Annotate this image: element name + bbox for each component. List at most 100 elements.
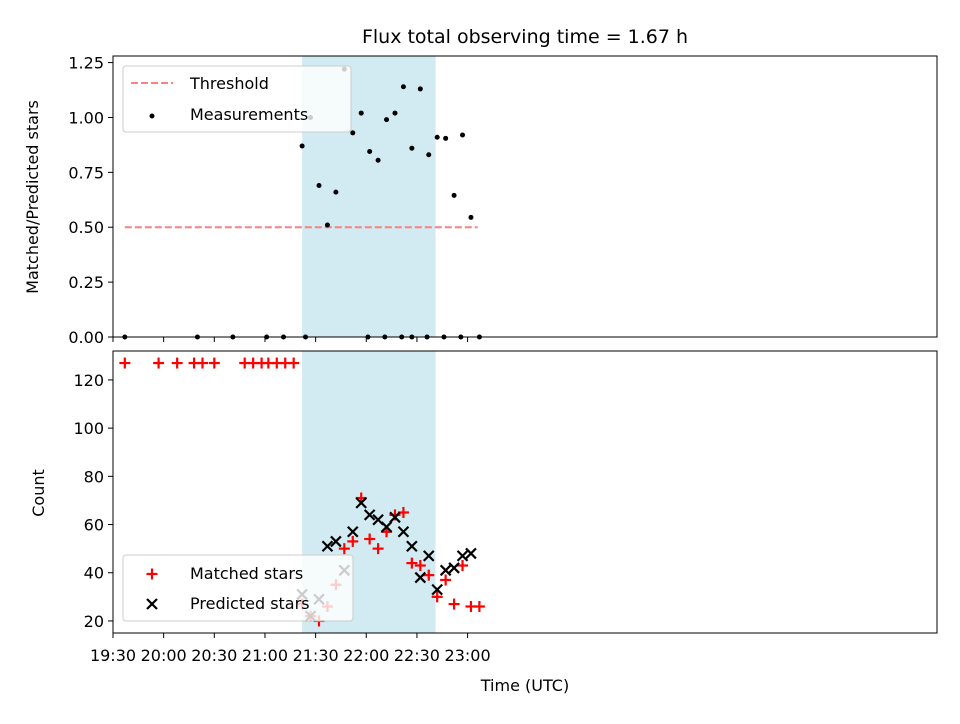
predicted-star-point-13 [406,540,418,553]
matched-star-point-5 [208,357,220,369]
matched-star-point-22 [372,543,384,555]
predicted-star-point-12-b [397,525,410,538]
bottom-ytick-label-3: 80 [84,467,104,486]
bottom-ytick-label-0: 20 [84,612,104,631]
predicted-star-point-7 [355,497,367,509]
matched-star-point-31 [448,598,460,610]
matched-star-point-34 [473,600,485,612]
matched-star-point-19 [347,535,359,547]
legend-matched-marker [146,568,158,580]
matched-star-point-21 [364,533,376,545]
measurement-point-22 [375,157,381,163]
predicted-star-point-15-b [422,550,435,562]
measurement-point-31 [451,192,457,198]
legend-measurements-label: Measurements [190,105,308,124]
matched-star-point-12 [288,357,300,369]
matched-star-point-32 [457,560,469,572]
predicted-star-point-6-b [346,525,359,538]
bottom-ytick-label-1: 40 [84,564,104,583]
top-legend: Threshold Measurements [122,65,352,133]
predicted-star-point-16 [431,583,443,596]
bottom-legend: Matched stars Predicted stars [122,554,354,622]
predicted-star-point-6 [346,525,359,538]
bottom-ytick-label-2: 60 [84,516,104,535]
measurement-point-21 [367,148,373,154]
predicted-star-point-13-b [406,540,418,553]
matched-star-point-4 [196,357,208,369]
bottom-xtick-label-3: 21:00 [242,646,288,665]
bottom-legend-box [122,554,354,622]
legend-predicted-marker-b [146,598,158,610]
predicted-star-point-10-b [380,521,393,533]
measurement-point-16 [324,222,330,228]
predicted-star-point-16-b [431,583,443,596]
predicted-star-point-14-b [414,571,427,584]
top-ytick-label-3: 0.75 [68,163,104,182]
measurement-point-25 [400,84,406,90]
predicted-star-point-19-b [456,550,469,562]
predicted-star-point-18-b [448,562,460,574]
measurement-point-26 [409,145,415,151]
predicted-star-point-20 [465,547,477,560]
predicted-star-point-3 [321,540,334,553]
measurement-point-33 [468,214,474,220]
matched-star-point-1 [153,357,165,369]
predicted-star-point-14 [414,571,427,584]
predicted-star-point-19 [456,550,469,562]
measurement-point-29 [434,134,440,140]
legend-threshold-label: Threshold [189,74,269,93]
measurement-point-17 [333,189,339,195]
bottom-xtick-label-1: 20:00 [141,646,187,665]
bottom-ytick-label-4: 100 [73,419,104,438]
matched-star-point-30 [440,574,452,586]
top-ytick-label-1: 0.25 [68,273,104,292]
predicted-star-point-20-b [465,547,477,560]
matched-star-point-0 [119,357,131,369]
top-legend-box [122,65,352,133]
bottom-xtick-label-2: 20:30 [191,646,237,665]
measurement-point-23 [384,117,390,123]
predicted-star-point-17-b [439,564,452,577]
measurement-point-30 [443,135,449,141]
bottom-xtick-label-4: 21:30 [293,646,339,665]
predicted-star-point-8 [363,509,376,521]
predicted-star-point-4 [330,535,342,548]
top-ytick-label-2: 0.50 [68,218,104,237]
top-y-axis-label: Matched/Predicted stars [23,100,42,294]
matched-star-point-28 [423,569,435,581]
bottom-xtick-label-0: 19:30 [90,646,136,665]
measurement-point-28 [426,152,432,158]
measurement-point-32 [460,132,466,138]
top-plot-frame [112,55,938,338]
matched-star-point-29 [431,591,443,603]
legend-predicted-swatch [146,598,158,610]
predicted-star-point-18 [448,562,460,574]
top-ytick-label-5: 1.25 [68,54,104,73]
measurement-point-13 [299,143,305,149]
predicted-star-point-11-b [389,511,401,524]
bottom-ytick-label-5: 120 [73,371,104,390]
bottom-xtick-label-5: 22:00 [343,646,389,665]
top-ytick-label-0: 0.00 [68,328,104,347]
predicted-star-point-9-b [372,513,384,526]
legend-measurements-swatch [149,113,155,119]
bottom-plot-frame [112,350,938,634]
chart-title: Flux total observing time = 1.67 h [362,26,688,48]
legend-matched-swatch [146,568,158,580]
matched-star-point-18 [338,543,350,555]
legend-predicted-label: Predicted stars [190,594,310,613]
predicted-star-point-11 [389,511,401,524]
bottom-xtick-label-6: 22:30 [394,646,440,665]
top-panel: Flux total observing time = 1.67 h 0.00 0… [23,26,938,347]
measurement-point-15 [316,183,322,189]
legend-predicted-marker [146,598,158,610]
measurement-point-20 [358,110,364,116]
predicted-star-point-15 [422,550,435,562]
predicted-star-point-8-b [363,509,376,521]
x-axis-label: Time (UTC) [480,676,569,695]
matched-star-point-27 [414,560,426,572]
predicted-star-point-3-b [321,540,334,553]
bottom-xtick-label-7: 23:00 [445,646,491,665]
measurement-point-19 [350,130,356,136]
top-ytick-label-4: 1.00 [68,108,104,127]
